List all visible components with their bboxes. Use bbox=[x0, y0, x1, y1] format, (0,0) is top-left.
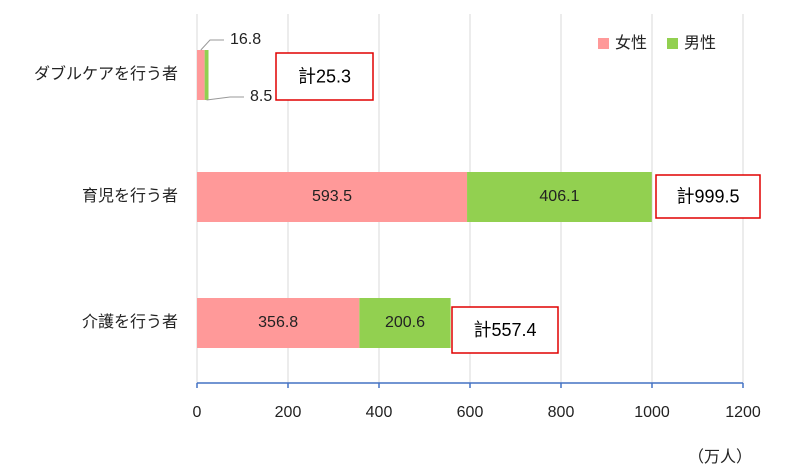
x-tick-label: 200 bbox=[275, 404, 302, 421]
legend-swatch bbox=[667, 38, 678, 49]
legend-swatch bbox=[598, 38, 609, 49]
bar-segment bbox=[197, 50, 205, 100]
total-label: 計25.3 bbox=[298, 66, 351, 86]
total-label: 計999.5 bbox=[676, 186, 739, 206]
leader-line bbox=[200, 39, 224, 51]
category-label: 育児を行う者 bbox=[82, 187, 178, 205]
legend-label: 女性 bbox=[615, 33, 647, 52]
bar-segment bbox=[359, 298, 451, 348]
bar-segment bbox=[467, 172, 652, 222]
bar-segment bbox=[197, 172, 468, 222]
data-label: 8.5 bbox=[250, 88, 272, 105]
x-tick-label: 1200 bbox=[725, 404, 761, 421]
data-label: 593.5 bbox=[312, 188, 352, 205]
legend-label: 男性 bbox=[684, 34, 716, 52]
x-tick-label: 400 bbox=[366, 404, 393, 421]
total-label: 計557.4 bbox=[473, 320, 536, 340]
category-label: ダブルケアを行う者 bbox=[34, 64, 178, 83]
total-box bbox=[655, 174, 761, 219]
x-tick-label: 800 bbox=[548, 404, 575, 421]
unit-label: （万人） bbox=[688, 448, 752, 466]
x-tick-label: 0 bbox=[193, 404, 202, 421]
total-box bbox=[451, 306, 559, 354]
data-label: 200.6 bbox=[385, 314, 425, 331]
bar-segment bbox=[197, 298, 360, 348]
data-label: 356.8 bbox=[258, 314, 298, 331]
category-label: 介護を行う者 bbox=[82, 313, 178, 331]
leader-line bbox=[206, 96, 244, 101]
total-box bbox=[275, 52, 374, 101]
data-label: 406.1 bbox=[539, 188, 579, 205]
x-tick-label: 600 bbox=[457, 404, 484, 421]
x-tick-label: 1000 bbox=[634, 404, 670, 421]
bar-segment bbox=[204, 50, 209, 100]
data-label: 16.8 bbox=[230, 31, 261, 48]
